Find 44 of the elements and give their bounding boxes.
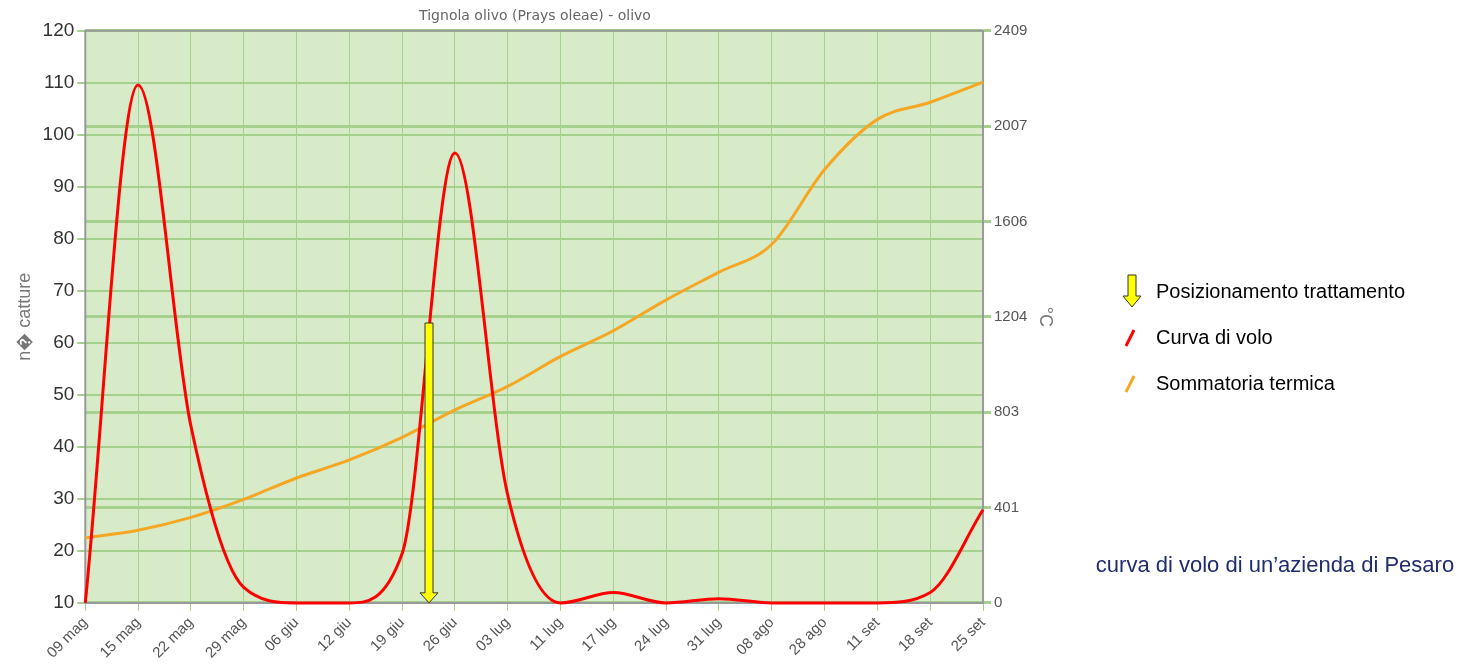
y-tick-label: 60 [53,331,75,353]
y2-tick-label: 803 [994,402,1020,420]
y-tick-label: 100 [42,123,75,145]
y-tick-label: 120 [42,19,75,41]
y2-tick-label: 1606 [994,211,1028,229]
y-tick-label: 20 [53,539,75,561]
y-tick-label: 90 [53,175,75,197]
y2-axis-title: °C [1036,306,1057,327]
y-tick-label: 110 [44,71,75,93]
x-tick-label: 15 mag [95,613,144,661]
legend-label: Curva di volo [1156,325,1273,349]
text: curva di volo di un’azienda di Pesaro [1094,552,1456,578]
x-tick-label: 22 mag [148,613,196,661]
x-tick-label: 19 giu [366,613,408,655]
x-tick-label: 25 set [947,612,989,655]
x-tick-label: 03 lug [471,613,513,655]
y-tick-label: 50 [53,383,75,405]
x-tick-label: 26 giu [419,613,460,655]
y2-tick-label: 1204 [994,307,1028,325]
y-tick-label: 80 [53,227,75,249]
x-tick-label: 18 set [894,612,936,655]
y-tick-label: 30 [53,487,75,509]
y-tick-label: 70 [53,279,75,301]
y-axis-title: n� catture [13,272,34,361]
x-tick-label: 09 mag [42,613,91,661]
text: Posizionamento trattamento [1156,279,1406,303]
y-tick-label: 10 [53,591,75,613]
y2-tick-label: 2409 [994,20,1028,38]
x-tick-label: 08 ago [732,613,777,658]
chart-title: Tignola olivo (Prays oleae) - olivo [418,7,651,24]
y-tick-label: 40 [53,435,75,457]
x-tick-label: 06 giu [260,613,302,655]
x-tick-label: 17 lug [577,613,619,655]
x-tick-label: 24 lug [630,613,672,655]
x-tick-label: 28 ago [785,613,830,658]
y2-tick-label: 0 [994,593,1003,611]
y2-tick-label: 2007 [994,116,1028,134]
x-tick-label: 31 lug [683,613,725,655]
x-tick-label: 11 set [842,612,884,654]
x-tick-label: 11 lug [525,613,566,654]
y2-tick-label: 401 [994,497,1020,515]
x-tick-label: 29 mag [201,613,249,661]
x-tick-label: 12 giu [313,613,355,655]
legend-label: Sommatoria termica [1156,371,1335,395]
